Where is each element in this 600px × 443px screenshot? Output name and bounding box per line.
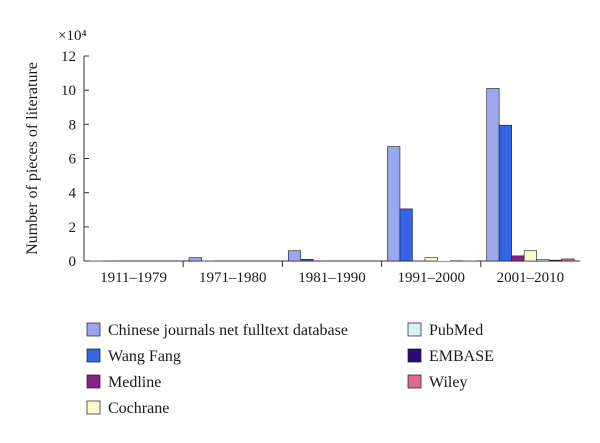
bar-wiley-4 xyxy=(561,258,575,262)
legend-swatch-chinese-journals-net-fulltext-database xyxy=(86,322,101,337)
bar-chinese-journals-net-fulltext-database-2 xyxy=(287,250,302,262)
bar-chinese-journals-net-fulltext-database-4 xyxy=(486,88,500,262)
legend-swatch-cochrane xyxy=(86,400,101,415)
bar-chinese-journals-net-fulltext-database-3 xyxy=(387,146,401,262)
y-multiplier-label: ×10⁴ xyxy=(58,28,87,44)
legend-swatch-embase xyxy=(407,348,422,363)
bar-pubmed-4 xyxy=(536,259,550,262)
bar-cochrane-4 xyxy=(523,250,537,262)
bar-cochrane-3 xyxy=(424,257,438,262)
legend-swatch-wiley xyxy=(407,374,422,389)
bar-medline-4 xyxy=(511,255,525,262)
legend-label-cochrane: Cochrane xyxy=(108,400,169,417)
y-tick-label: 4 xyxy=(69,186,77,202)
legend-swatch-medline xyxy=(86,374,101,389)
y-tick-label: 0 xyxy=(69,254,77,270)
legend-label-embase: EMBASE xyxy=(429,348,494,365)
legend-swatch-pubmed xyxy=(407,322,422,337)
x-category-label: 1991–2000 xyxy=(397,270,465,286)
bar-wang-fang-1 xyxy=(201,260,215,261)
x-category-label: 2001–2010 xyxy=(497,270,565,286)
bar-embase-4 xyxy=(548,259,562,262)
legend-label-medline: Medline xyxy=(108,374,161,391)
legend-label-wang-fang: Wang Fang xyxy=(108,348,181,365)
bars xyxy=(89,88,575,262)
y-tick-label: 6 xyxy=(69,152,77,168)
y-axis-label: Number of pieces of literature xyxy=(24,62,41,255)
bar-wang-fang-4 xyxy=(498,124,512,262)
bar-wang-fang-2 xyxy=(300,258,314,262)
x-category-label: 1911–1979 xyxy=(100,270,167,286)
legend: Chinese journals net fulltext database Wa… xyxy=(86,322,494,417)
legend-swatch-wang-fang xyxy=(86,348,101,363)
labels: 0 2 4 6 8 10 12 ×10⁴ Number of pieces of literat… xyxy=(24,28,564,286)
legend-label-pubmed: PubMed xyxy=(429,322,483,339)
x-category-label: 1971–1980 xyxy=(199,270,267,286)
bar-wang-fang-3 xyxy=(399,208,413,262)
bar-chinese-journals-net-fulltext-database-1 xyxy=(188,257,202,262)
legend-label-chinese-journals-net-fulltext-database: Chinese journals net fulltext database xyxy=(108,322,348,339)
bar-medline-3 xyxy=(412,260,425,261)
bar-pubmed-3 xyxy=(437,260,450,261)
y-tick-label: 2 xyxy=(69,220,77,236)
y-tick-label: 8 xyxy=(69,117,77,133)
x-category-label: 1981–1990 xyxy=(298,270,366,286)
y-tick-label: 10 xyxy=(61,83,76,99)
y-tick-label: 12 xyxy=(61,49,76,65)
legend-label-wiley: Wiley xyxy=(429,374,467,391)
